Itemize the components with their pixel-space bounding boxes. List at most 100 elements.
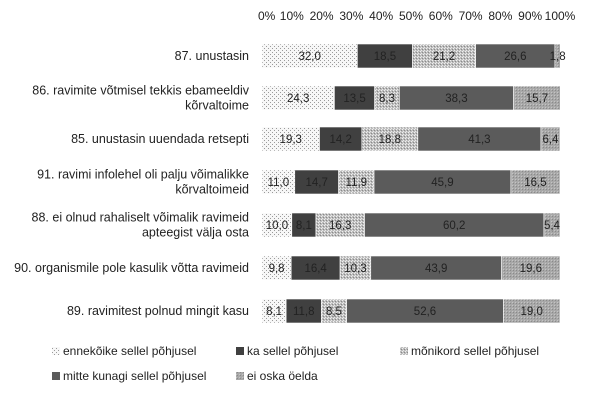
bar-segment xyxy=(554,43,561,69)
bar-segment xyxy=(339,255,372,281)
data-label: 5,4 xyxy=(544,220,561,232)
category-label: 88. ei olnud rahaliselt võimalik ravimei… xyxy=(32,211,250,225)
data-label: 10,3 xyxy=(344,263,366,275)
x-tick-label: 100% xyxy=(545,9,576,23)
data-label: 14,2 xyxy=(329,134,351,146)
legend-label: mõnikord sellel põhjusel xyxy=(411,344,539,358)
x-tick-label: 90% xyxy=(518,9,542,23)
bar-segment xyxy=(510,169,561,195)
data-label: 16,5 xyxy=(524,177,546,189)
data-label: 9,8 xyxy=(269,263,285,275)
data-label: 21,2 xyxy=(433,51,455,63)
category-label: kõrvaltoimeid xyxy=(175,183,249,197)
x-tick-label: 50% xyxy=(399,9,423,23)
x-tick-label: 70% xyxy=(459,9,483,23)
data-label: 16,4 xyxy=(304,263,327,275)
data-label: 60,2 xyxy=(443,220,465,232)
bar-segment xyxy=(261,43,358,69)
data-label: 11,9 xyxy=(346,177,368,189)
data-label: 11,8 xyxy=(293,306,315,318)
legend-label: mitte kunagi sellel põhjusel xyxy=(63,369,206,383)
category-label: 91. ravimi infolehel oli palju võimalikk… xyxy=(37,168,249,182)
x-tick-label: 20% xyxy=(310,9,334,23)
bar-segment xyxy=(361,126,419,152)
x-tick-label: 10% xyxy=(280,9,304,23)
data-label: 32,0 xyxy=(298,51,320,63)
data-label: 26,6 xyxy=(504,51,526,63)
bars: 32,0 18,5 21,2 26,6 1,8 24,3 13,5 8,3 38,3 15,7 19… xyxy=(261,43,566,324)
bar-segment xyxy=(417,126,542,152)
bar-segment xyxy=(338,169,375,195)
category-label: apteegist välja osta xyxy=(142,226,249,240)
x-axis: 0% 10% 20% 30% 40% 50% 60% 70% 80% 90% 100% xyxy=(258,9,576,23)
bar-segment xyxy=(357,43,413,69)
data-label: 38,3 xyxy=(445,93,467,105)
bar-segment xyxy=(261,85,335,111)
category-label: 85. unustasin uuendada retsepti xyxy=(71,132,249,146)
bar-segment xyxy=(540,126,561,152)
x-tick-label: 0% xyxy=(258,9,276,23)
data-label: 10,0 xyxy=(266,220,288,232)
data-label: 15,7 xyxy=(526,93,548,105)
x-tick-label: 60% xyxy=(429,9,453,23)
data-label: 45,9 xyxy=(431,177,453,189)
bar-segment xyxy=(261,212,293,238)
category-label: kõrvaltoime xyxy=(185,99,249,113)
data-label: 18,8 xyxy=(379,134,401,146)
bar-segment xyxy=(261,298,287,324)
bar-segment xyxy=(291,212,317,238)
data-label: 19,0 xyxy=(520,306,542,318)
legend-label: ka sellel põhjusel xyxy=(247,344,338,358)
legend-swatch xyxy=(52,347,60,355)
legend-swatch xyxy=(236,347,244,355)
bar-segment xyxy=(503,298,561,324)
data-label: 1,8 xyxy=(550,51,566,63)
bar-segment xyxy=(364,212,545,238)
bar-segment xyxy=(399,85,514,111)
bar-segment xyxy=(261,126,320,152)
bar-segment xyxy=(374,85,400,111)
data-label: 52,6 xyxy=(414,306,436,318)
data-label: 8,1 xyxy=(296,220,312,232)
data-label: 19,3 xyxy=(280,134,302,146)
legend-label: ennekõike sellel põhjusel xyxy=(63,344,196,358)
bar-segment xyxy=(321,298,347,324)
bar-segment xyxy=(412,43,476,69)
data-label: 19,6 xyxy=(520,263,542,275)
data-label: 43,9 xyxy=(425,263,447,275)
data-label: 11,0 xyxy=(268,177,290,189)
category-label: 89. ravimitest polnud mingit kasu xyxy=(67,304,249,318)
bar-segment xyxy=(261,169,296,195)
bar-segment xyxy=(513,85,561,111)
category-label: 86. ravimite võtmisel tekkis ebameeldiv xyxy=(32,84,249,98)
data-label: 41,3 xyxy=(468,134,490,146)
data-label: 8,3 xyxy=(379,93,395,105)
bar-segment xyxy=(543,212,561,238)
data-label: 24,3 xyxy=(287,93,309,105)
data-label: 8,5 xyxy=(326,306,342,318)
data-label: 16,3 xyxy=(329,220,351,232)
legend-swatch xyxy=(52,372,60,380)
category-label: 90. organismile pole kasulik võtta ravim… xyxy=(14,261,249,275)
data-label: 6,4 xyxy=(542,134,559,146)
y-axis: 87. unustasin 86. ravimite võtmisel tekki… xyxy=(14,49,250,318)
bar-segment xyxy=(334,85,375,111)
bar-segment xyxy=(373,169,512,195)
bar-segment xyxy=(346,298,504,324)
category-label: 87. unustasin xyxy=(175,49,249,63)
legend-label: ei oska öelda xyxy=(247,369,318,383)
bar-segment xyxy=(501,255,561,281)
bar-segment xyxy=(261,255,292,281)
legend: ennekõike sellel põhjusel ka sellel põhju… xyxy=(52,344,539,383)
data-label: 18,5 xyxy=(374,51,396,63)
data-label: 8,1 xyxy=(266,306,282,318)
legend-swatch xyxy=(236,372,244,380)
x-tick-label: 80% xyxy=(488,9,512,23)
x-tick-label: 30% xyxy=(339,9,363,23)
legend-swatch xyxy=(400,347,408,355)
data-label: 14,7 xyxy=(305,177,327,189)
bar-segment xyxy=(319,126,363,152)
x-tick-label: 40% xyxy=(369,9,393,23)
data-label: 13,5 xyxy=(343,93,365,105)
